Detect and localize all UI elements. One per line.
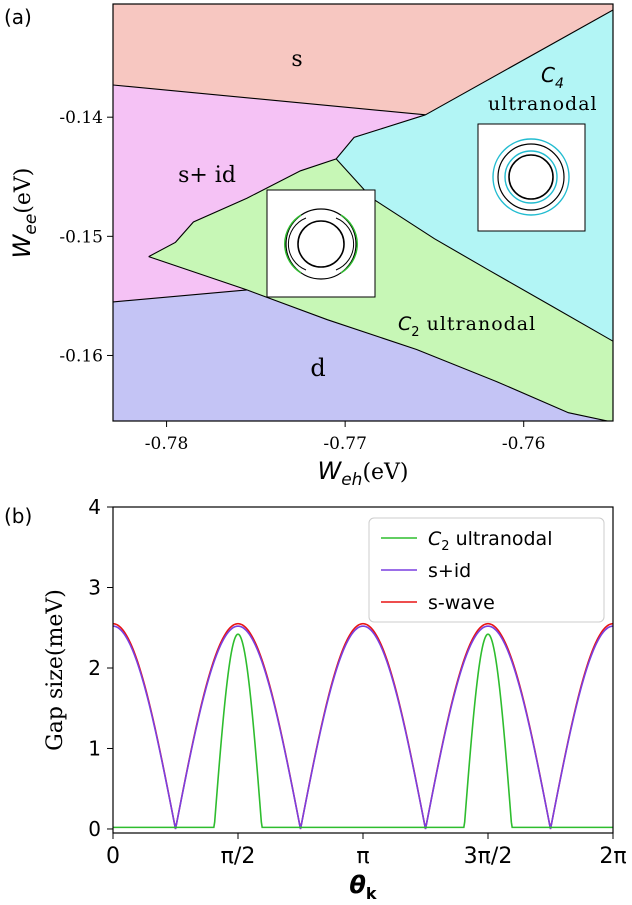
legend-label: s+id: [428, 560, 471, 582]
gap-series-lines: [113, 622, 613, 830]
boundary-line: [425, 9, 613, 116]
phase-boundaries: [113, 9, 613, 421]
region-s: [113, 4, 613, 115]
x-tick-label: 2π: [599, 844, 626, 869]
region-d: [113, 289, 613, 421]
x-tick-label: -0.78: [145, 434, 189, 454]
region-label-s: s: [291, 47, 302, 72]
c2-inset: [266, 189, 376, 298]
series-line-c2-ultranodal: [113, 633, 613, 829]
panel-a-label: (a): [4, 5, 32, 29]
boundary-line: [113, 289, 247, 303]
region-label-c4-text: ultranodal: [488, 93, 598, 115]
region-label-c2: C2 ultranodal: [398, 313, 536, 340]
panel-b-label: (b): [4, 504, 32, 528]
y-tick-label: -0.16: [59, 346, 103, 366]
panel-a-frame: [112, 3, 614, 422]
gap-size-plot: 0 π/2 π 3π/2 2π 0 1 2 3 4 C2 ultranodal s+id s-wav…: [88, 495, 626, 869]
y-tick-label: -0.14: [59, 108, 103, 128]
panel-a-ylabel: Wee(eV): [8, 168, 41, 259]
panel-a-x-ticks: -0.78 -0.77 -0.76: [145, 421, 546, 454]
x-tick-label: π/2: [221, 844, 256, 869]
legend-label: s-wave: [428, 592, 495, 614]
x-tick-label: 0: [106, 844, 120, 869]
region-s-id: [113, 85, 426, 302]
region-c2-ultranodal: [148, 158, 613, 421]
x-tick-label: π: [356, 844, 369, 869]
panel-b-y-ticks: 0 1 2 3 4: [88, 495, 113, 841]
y-tick-label: 0: [88, 817, 101, 841]
region-label-d: d: [310, 354, 325, 382]
panel-a-y-ticks: -0.14 -0.15 -0.16: [59, 108, 113, 366]
y-tick-label: -0.15: [59, 227, 103, 247]
legend-box: [368, 517, 605, 623]
x-tick-label: 3π/2: [464, 844, 513, 869]
panel-b-x-ticks: 0 π/2 π 3π/2 2π: [106, 833, 627, 869]
phase-regions: [113, 4, 613, 421]
x-tick-label: -0.76: [502, 434, 546, 454]
boundary-line: [148, 256, 611, 421]
region-c4-ultranodal: [336, 10, 613, 342]
c4-inset: [477, 123, 586, 232]
boundary-line: [113, 84, 426, 116]
region-label-c4-symbol: C4: [541, 63, 564, 92]
y-tick-label: 1: [88, 736, 101, 760]
y-tick-label: 2: [88, 656, 101, 680]
y-tick-label: 4: [88, 495, 101, 519]
x-tick-label: -0.77: [323, 434, 367, 454]
panel-b-xlabel: θk: [349, 871, 377, 903]
panel-b-ylabel: Gap size(meV): [43, 589, 68, 751]
y-tick-label: 3: [88, 575, 101, 599]
panel-a-xlabel: Weh(eV): [317, 457, 408, 490]
region-label-s-id: s+ id: [178, 163, 236, 188]
series-line-s-id: [113, 625, 613, 830]
series-line-s-wave: [113, 622, 613, 830]
legend: C2 ultranodal s+id s-wave: [368, 517, 605, 623]
boundary-line: [148, 114, 426, 258]
phase-diagram-plot: s s+ id d C4 ultranodal C2 ultranodal -0…: [59, 3, 614, 454]
legend-label: C2 ultranodal: [428, 528, 552, 554]
